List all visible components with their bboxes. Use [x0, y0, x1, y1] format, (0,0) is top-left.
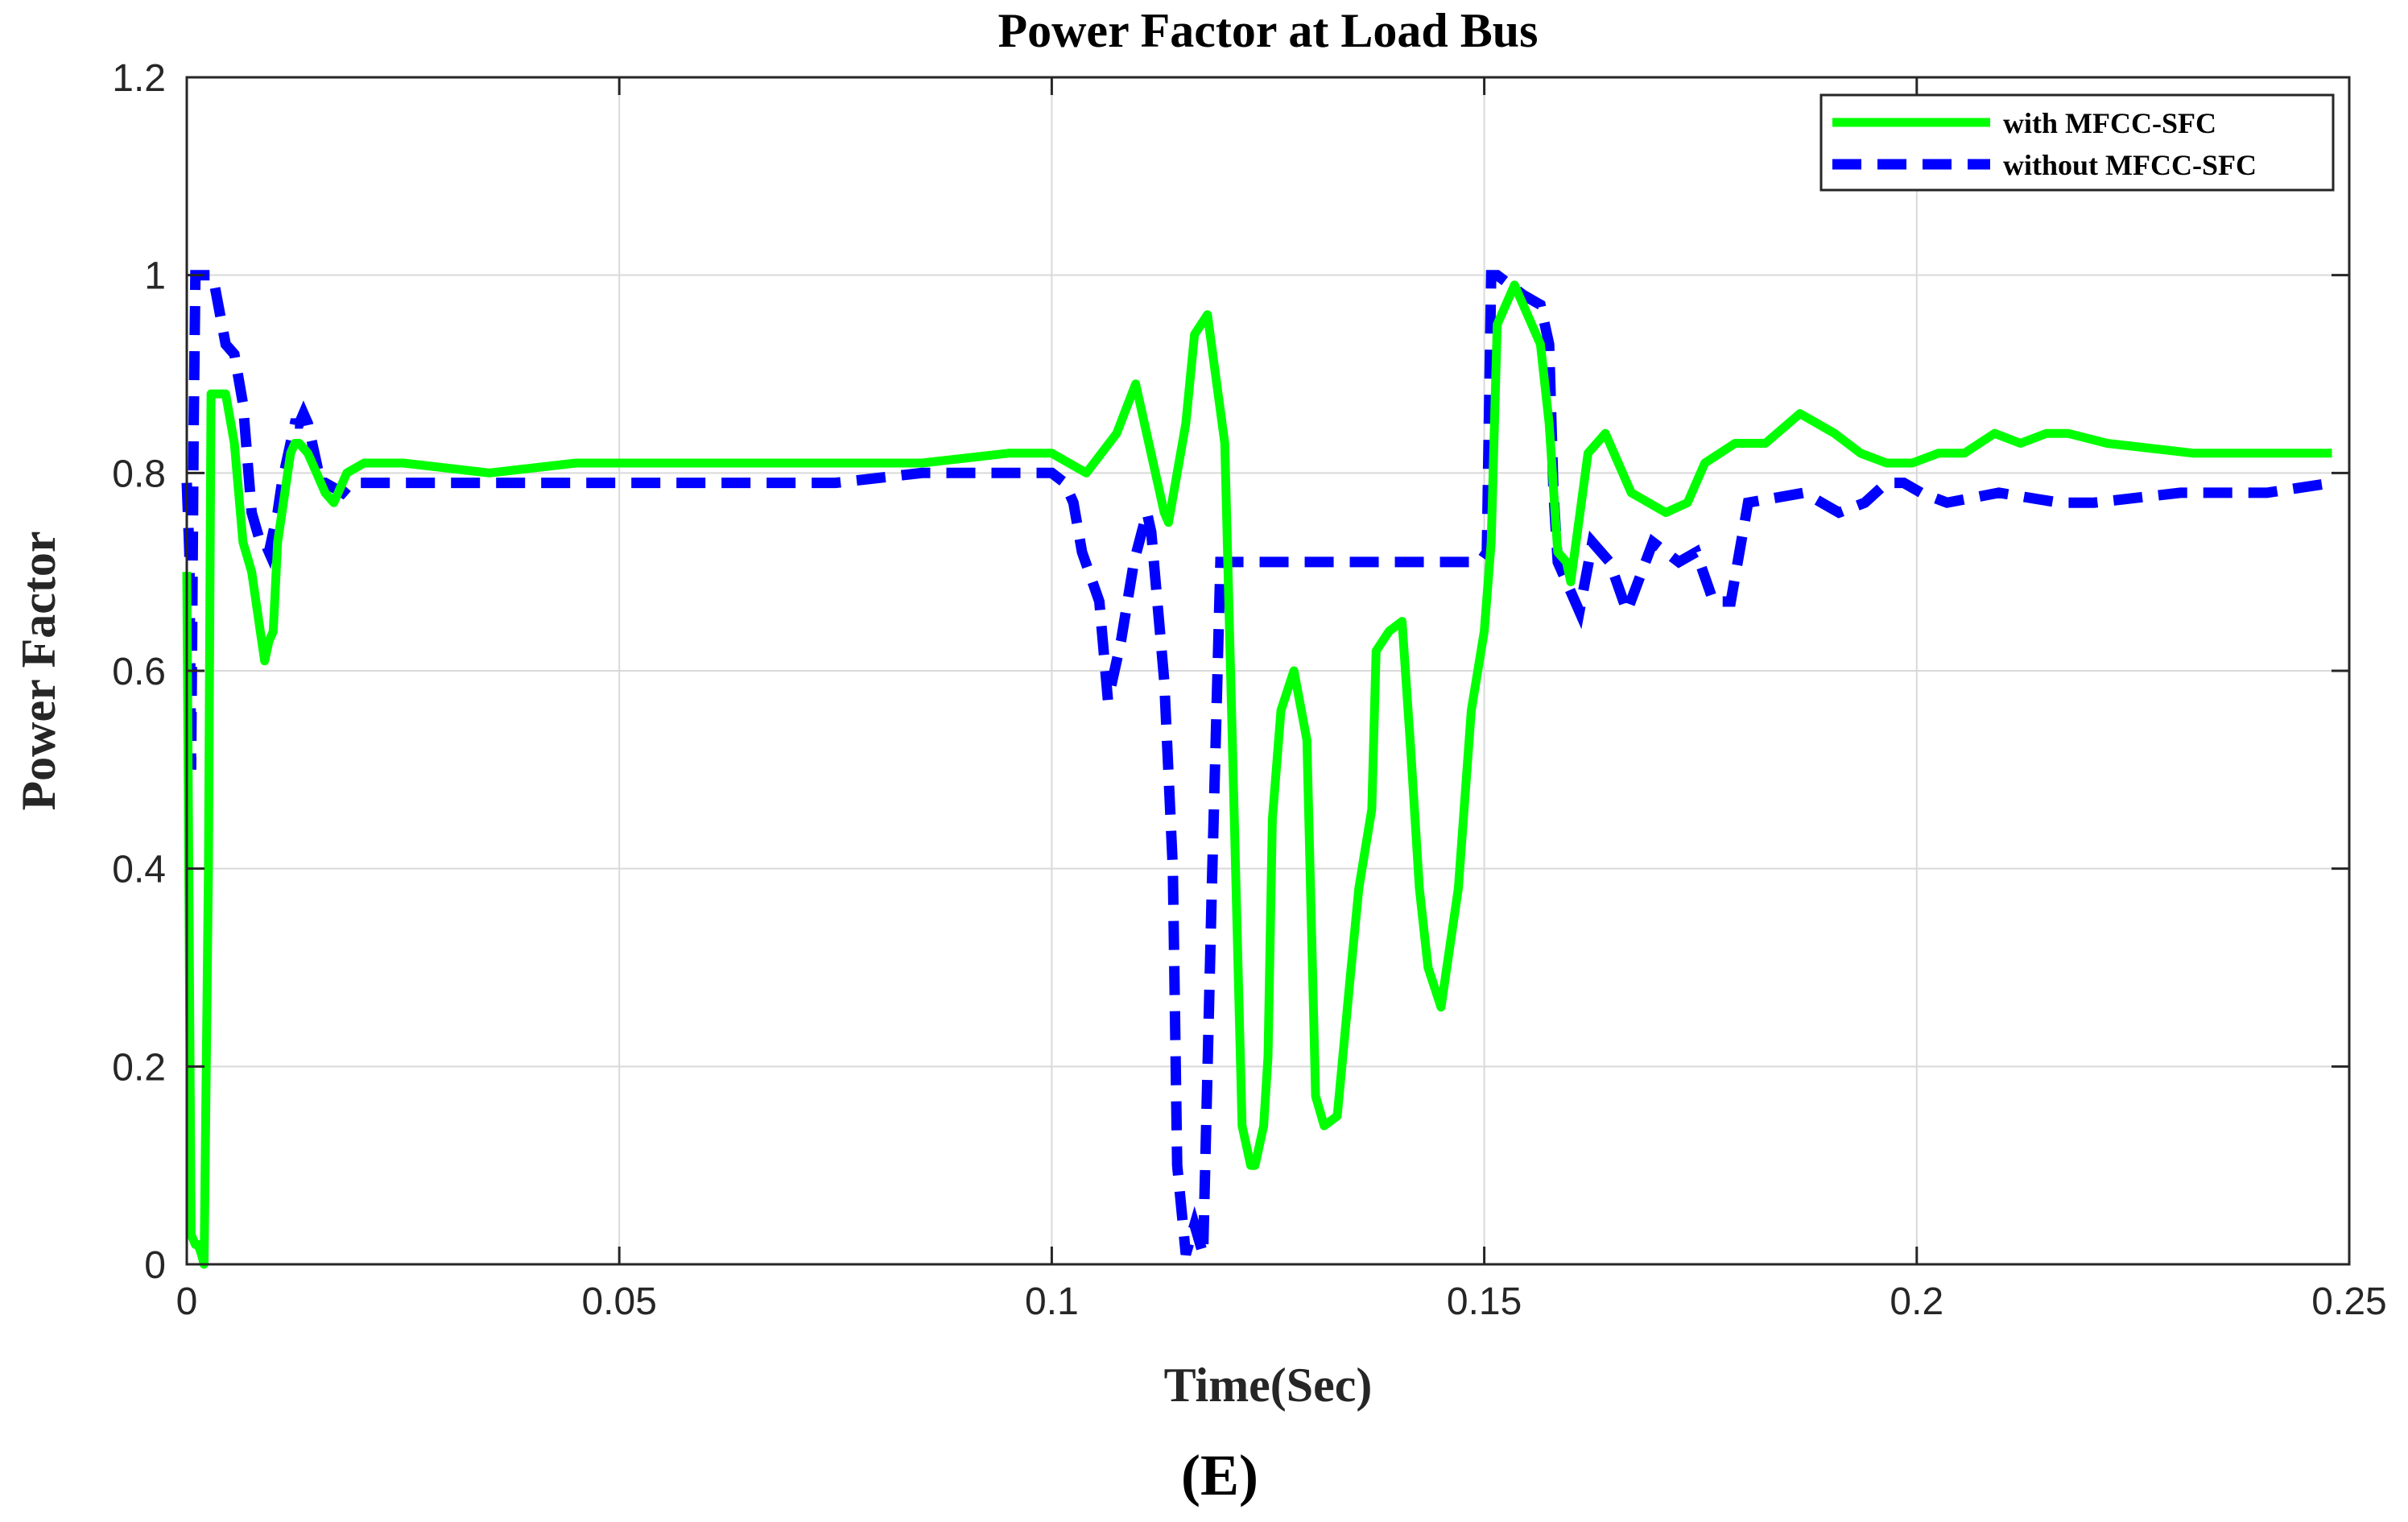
legend-box [1819, 93, 2335, 192]
y-tick-label: 1 [144, 255, 166, 298]
series-layer [181, 270, 2333, 1269]
series-line-without-mfcc-sfc [181, 270, 2333, 1256]
y-tick-label: 0.8 [112, 453, 166, 495]
y-tick-label: 0.4 [112, 849, 166, 891]
x-tick-label: 0.2 [1890, 1280, 1943, 1323]
y-tick-label: 0.6 [112, 651, 166, 693]
chart-title: Power Factor at Load Bus [997, 4, 1538, 57]
y-axis-label: Power Factor [12, 531, 65, 810]
panel-label: (E) [1181, 1443, 1258, 1508]
ticks: 0 0.05 0.1 0.15 0.2 0.25 0 0.2 0.4 0.6 0.8 1 1.2 [112, 57, 2386, 1323]
x-tick-label: 0 [176, 1280, 198, 1323]
x-tick-label: 0.25 [2311, 1280, 2386, 1323]
x-axis-label: Time(Sec) [1164, 1359, 1373, 1412]
y-tick-label: 0 [144, 1244, 166, 1287]
x-tick-label: 0.15 [1447, 1280, 1522, 1323]
legend-entry-with-mfcc-sfc: with MFCC-SFC [2003, 107, 2216, 139]
legend: with MFCC-SFC without MFCC-SFC [1819, 93, 2335, 192]
series-line-with-mfcc-sfc [182, 280, 2332, 1269]
x-tick-label: 0.05 [581, 1280, 656, 1323]
x-tick-label: 0.1 [1025, 1280, 1079, 1323]
legend-entry-without-mfcc-sfc: without MFCC-SFC [2003, 149, 2257, 181]
y-tick-label: 1.2 [112, 57, 166, 100]
y-tick-label: 0.2 [112, 1046, 166, 1089]
